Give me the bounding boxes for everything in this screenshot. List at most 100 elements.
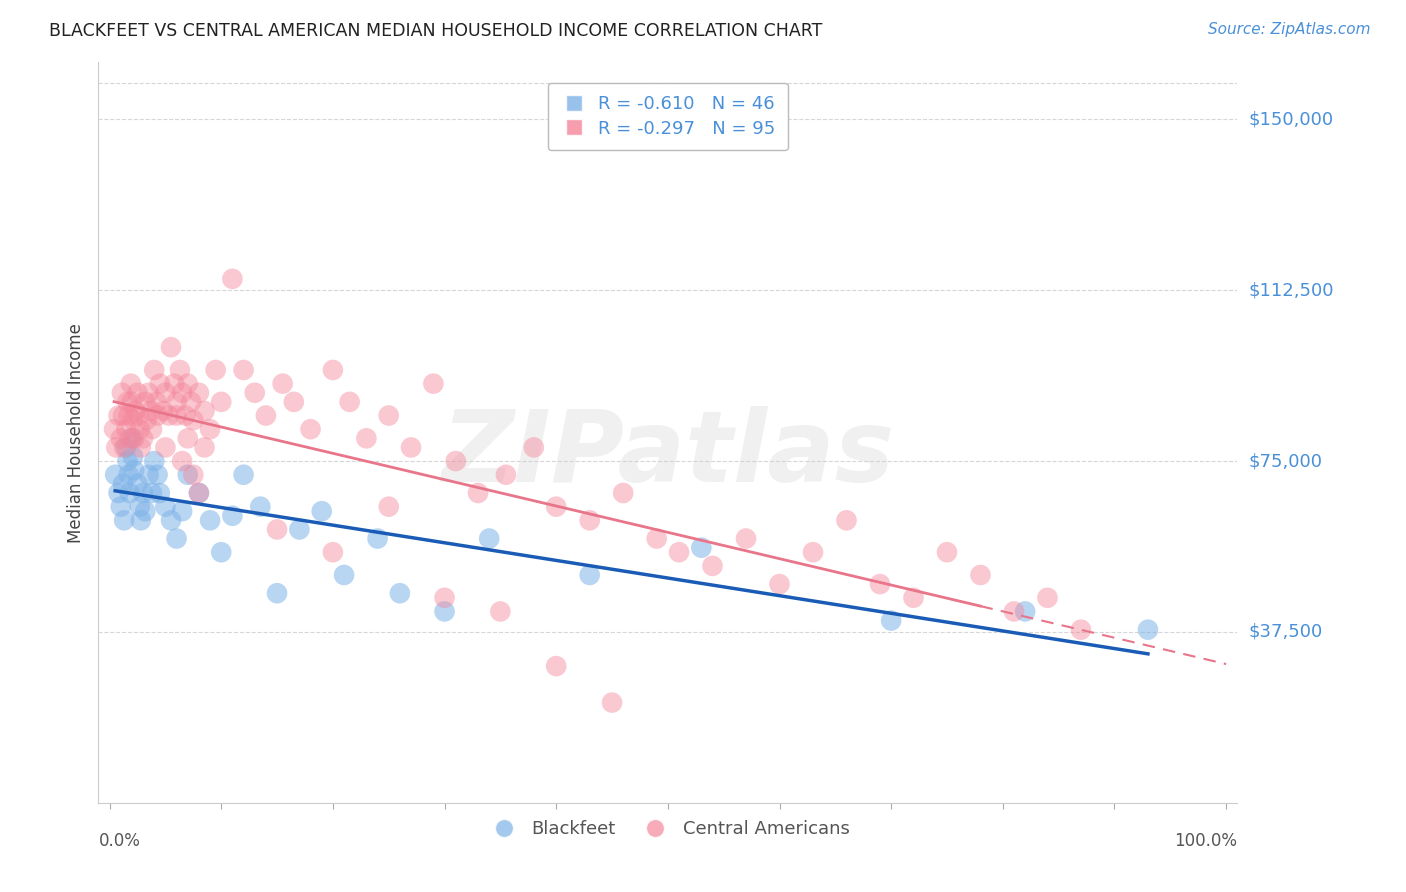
Point [169, 363, 191, 377]
Point [177, 467, 200, 482]
Point [600, 696, 623, 710]
Point [128, 422, 150, 436]
Point [1002, 604, 1025, 618]
Point [333, 568, 356, 582]
Point [1070, 623, 1092, 637]
Point [143, 454, 166, 468]
Point [166, 532, 188, 546]
Point [149, 486, 172, 500]
Point [1014, 604, 1036, 618]
Point [869, 577, 891, 591]
Point [141, 422, 163, 436]
Point [801, 545, 824, 559]
Point [152, 404, 174, 418]
Point [367, 532, 389, 546]
Point [132, 431, 155, 445]
Point [112, 513, 135, 527]
Point [149, 376, 172, 391]
Point [546, 500, 568, 514]
Text: Source: ZipAtlas.com: Source: ZipAtlas.com [1208, 22, 1371, 37]
Point [444, 454, 467, 468]
Point [166, 409, 188, 423]
Point [209, 545, 232, 559]
Point [103, 422, 125, 436]
Point [969, 568, 991, 582]
Point [266, 523, 288, 537]
Point [145, 395, 167, 409]
Point [122, 431, 145, 445]
Point [134, 504, 156, 518]
Point [155, 441, 177, 455]
Point [177, 431, 200, 445]
Text: $112,500: $112,500 [1249, 281, 1334, 299]
Point [111, 409, 134, 423]
Point [157, 409, 180, 423]
Point [254, 409, 277, 423]
Point [339, 395, 361, 409]
Point [138, 467, 160, 482]
Point [117, 395, 139, 409]
Point [299, 422, 322, 436]
Point [283, 395, 305, 409]
Point [271, 376, 294, 391]
Point [180, 395, 202, 409]
Point [209, 395, 232, 409]
Point [135, 413, 157, 427]
Point [160, 513, 183, 527]
Point [128, 409, 150, 423]
Point [107, 486, 129, 500]
Legend: Blackfeet, Central Americans: Blackfeet, Central Americans [479, 814, 856, 846]
Point [232, 467, 254, 482]
Point [110, 500, 132, 514]
Point [138, 385, 160, 400]
Point [1036, 591, 1059, 605]
Point [187, 486, 209, 500]
Text: $75,000: $75,000 [1249, 452, 1323, 470]
Point [122, 413, 145, 427]
Point [399, 441, 422, 455]
Point [193, 441, 215, 455]
Text: BLACKFEET VS CENTRAL AMERICAN MEDIAN HOUSEHOLD INCOME CORRELATION CHART: BLACKFEET VS CENTRAL AMERICAN MEDIAN HOU… [49, 22, 823, 40]
Text: 100.0%: 100.0% [1174, 832, 1237, 850]
Point [122, 450, 145, 464]
Point [172, 385, 194, 400]
Point [174, 409, 197, 423]
Point [172, 504, 194, 518]
Point [111, 385, 134, 400]
Point [467, 486, 489, 500]
Point [183, 467, 205, 482]
Point [127, 385, 149, 400]
Point [377, 409, 399, 423]
Point [111, 476, 134, 491]
Point [118, 431, 141, 445]
Point [117, 454, 139, 468]
Point [422, 376, 444, 391]
Point [645, 532, 668, 546]
Point [433, 604, 456, 618]
Point [120, 376, 142, 391]
Point [249, 500, 271, 514]
Point [134, 395, 156, 409]
Point [128, 500, 150, 514]
Point [146, 409, 169, 423]
Point [322, 363, 344, 377]
Point [172, 454, 194, 468]
Point [193, 404, 215, 418]
Point [221, 508, 243, 523]
Text: $37,500: $37,500 [1249, 623, 1323, 641]
Point [129, 441, 152, 455]
Point [112, 441, 135, 455]
Point [155, 385, 177, 400]
Point [880, 614, 903, 628]
Point [143, 363, 166, 377]
Point [478, 532, 501, 546]
Y-axis label: Median Household Income: Median Household Income [66, 323, 84, 542]
Point [160, 340, 183, 354]
Point [288, 523, 311, 537]
Point [903, 591, 925, 605]
Point [377, 500, 399, 514]
Point [668, 545, 690, 559]
Point [388, 586, 411, 600]
Point [117, 409, 139, 423]
Text: ZIPatlas: ZIPatlas [441, 407, 894, 503]
